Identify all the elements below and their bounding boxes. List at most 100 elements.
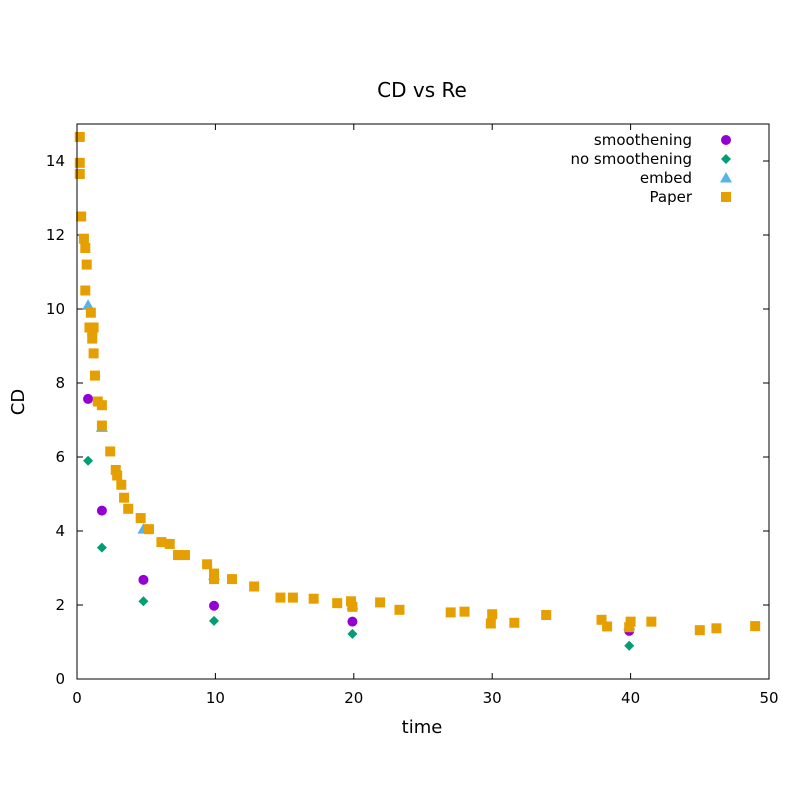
series-no-smoothening: [83, 455, 635, 651]
x-tick-label: 10: [206, 689, 225, 707]
legend-item: embed: [640, 169, 732, 187]
legend-item: Paper: [650, 188, 731, 206]
data-point: [227, 574, 238, 585]
data-point: [143, 524, 154, 535]
data-point: [209, 568, 220, 579]
data-point: [87, 333, 98, 344]
y-axis-label: CD: [8, 389, 29, 415]
legend-label: smoothening: [594, 131, 692, 149]
data-point: [82, 299, 95, 310]
data-point: [96, 542, 107, 553]
data-point: [80, 285, 91, 296]
data-point: [209, 600, 220, 611]
data-point: [459, 606, 470, 617]
y-tick-label: 14: [46, 152, 65, 170]
data-point: [509, 617, 520, 628]
plot-frame: [76, 123, 770, 680]
data-point: [347, 616, 358, 627]
legend-marker: [721, 135, 731, 145]
data-point: [138, 574, 149, 585]
data-point: [308, 593, 319, 604]
data-point: [89, 370, 100, 381]
data-point: [74, 131, 85, 142]
data-point: [138, 596, 149, 607]
data-point: [96, 505, 107, 516]
legend-item: no smoothening: [570, 150, 731, 168]
data-point: [96, 420, 107, 431]
x-tick-label: 30: [483, 689, 502, 707]
data-point: [80, 242, 91, 253]
data-point: [74, 157, 85, 168]
data-point: [88, 322, 99, 333]
y-tick-label: 12: [46, 226, 65, 244]
data-point: [275, 592, 286, 603]
axis-ticks: 0 10 20 30 40 50 0 2 4 6 8 10 12 14: [46, 124, 779, 707]
data-point: [76, 211, 87, 222]
x-tick-label: 50: [759, 689, 778, 707]
data-point: [209, 615, 220, 626]
data-point: [83, 393, 94, 404]
legend-marker: [721, 192, 731, 202]
data-point: [487, 609, 498, 620]
data-point: [96, 400, 107, 411]
data-point: [624, 622, 635, 633]
y-tick-label: 2: [55, 596, 65, 614]
data-point: [164, 538, 175, 549]
data-point: [711, 623, 722, 634]
x-tick-label: 0: [72, 689, 82, 707]
chart-title: CD vs Re: [377, 78, 467, 102]
data-point: [209, 574, 220, 585]
x-axis-label: time: [402, 717, 443, 738]
data-point: [602, 621, 613, 632]
data-point: [541, 609, 552, 620]
data-point: [249, 581, 260, 592]
y-tick-label: 0: [55, 670, 65, 688]
data-point: [116, 479, 127, 490]
series-embed: [82, 299, 636, 630]
data-point: [78, 233, 89, 244]
data-point: [347, 628, 358, 639]
data-point: [332, 598, 343, 609]
x-tick-label: 20: [344, 689, 363, 707]
data-point: [156, 537, 167, 548]
legend-label: Paper: [650, 188, 693, 206]
legend-label: embed: [640, 169, 692, 187]
data-point: [135, 513, 146, 524]
data-point: [375, 597, 386, 608]
y-tick-label: 6: [55, 448, 65, 466]
data-point: [173, 550, 184, 561]
data-point: [81, 259, 92, 270]
data-point: [394, 604, 405, 615]
series-paper: [74, 131, 761, 636]
data-point: [105, 446, 116, 457]
legend-label: no smoothening: [570, 150, 692, 168]
legend-marker: [721, 154, 731, 164]
data-point: [83, 455, 94, 466]
data-point: [694, 625, 705, 636]
data-point: [346, 596, 357, 607]
y-tick-label: 10: [46, 300, 65, 318]
series-smoothening: [83, 393, 635, 636]
x-tick-label: 40: [621, 689, 640, 707]
data-point: [112, 470, 123, 481]
data-point: [119, 492, 130, 503]
data-point: [445, 607, 456, 618]
data-point: [347, 601, 358, 612]
y-tick-label: 8: [55, 374, 65, 392]
data-point: [596, 614, 607, 625]
data-point: [287, 592, 298, 603]
legend-marker: [720, 172, 732, 183]
data-point: [202, 559, 213, 570]
data-point: [646, 616, 657, 627]
legend-item: smoothening: [594, 131, 731, 149]
data-point: [74, 168, 85, 179]
data-points: [74, 131, 761, 651]
data-point: [485, 618, 496, 629]
data-point: [750, 621, 761, 632]
data-point: [624, 640, 635, 651]
data-point: [85, 307, 96, 318]
data-point: [110, 464, 121, 475]
y-tick-label: 4: [55, 522, 65, 540]
